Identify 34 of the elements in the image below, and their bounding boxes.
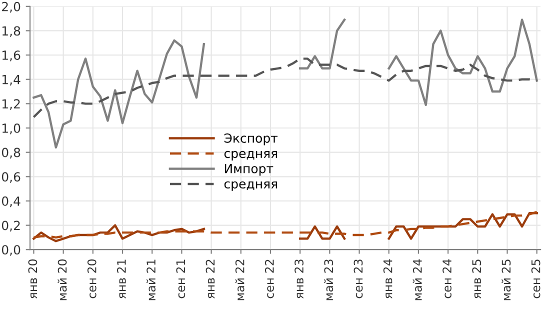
y-tick-label: 0,4 <box>2 196 20 208</box>
x-tick-label: май 20 <box>58 259 67 300</box>
y-tick-label: 1,2 <box>2 99 20 110</box>
y-tick-label: 0,8 <box>2 148 20 159</box>
x-tick-label: сен 21 <box>176 260 186 298</box>
x-tick-label: янв 20 <box>28 259 38 299</box>
y-tick-label: 0,2 <box>2 220 20 232</box>
x-tick-label: май 24 <box>412 259 422 300</box>
x-tick-label: янв 24 <box>383 259 392 299</box>
x-tick-label: май 21 <box>146 260 156 300</box>
x-tick-label: май 22 <box>235 260 244 300</box>
y-tick-label: 0,0 <box>2 245 20 256</box>
x-tick-label: сен 25 <box>531 260 540 298</box>
legend-label: средняя <box>224 181 278 191</box>
x-tick-label: сен 22 <box>264 260 274 298</box>
legend-label: Импорт <box>224 164 274 176</box>
y-tick-label: 1,6 <box>2 50 20 62</box>
line-series <box>32 58 538 118</box>
y-tick-label: 1,4 <box>2 74 20 86</box>
x-tick-label: май 23 <box>324 260 334 300</box>
x-tick-label: янв 23 <box>294 260 304 299</box>
x-tick-label: янв 25 <box>472 260 482 299</box>
legend-label: средняя <box>224 150 278 160</box>
x-tick-label: сен 24 <box>442 259 452 298</box>
x-tick-label: сен 20 <box>87 259 96 298</box>
x-tick-label: янв 22 <box>206 260 215 299</box>
y-tick-label: 1,8 <box>2 26 20 37</box>
x-tick-label: янв 21 <box>117 260 126 299</box>
x-tick-label: май 25 <box>502 260 511 300</box>
legend-label: Экспорт <box>224 133 278 146</box>
y-tick-label: 1,0 <box>2 123 20 134</box>
x-tick-label: сен 23 <box>354 260 363 298</box>
y-tick-label: 2,0 <box>2 2 20 13</box>
y-tick-label: 0,6 <box>2 172 20 183</box>
